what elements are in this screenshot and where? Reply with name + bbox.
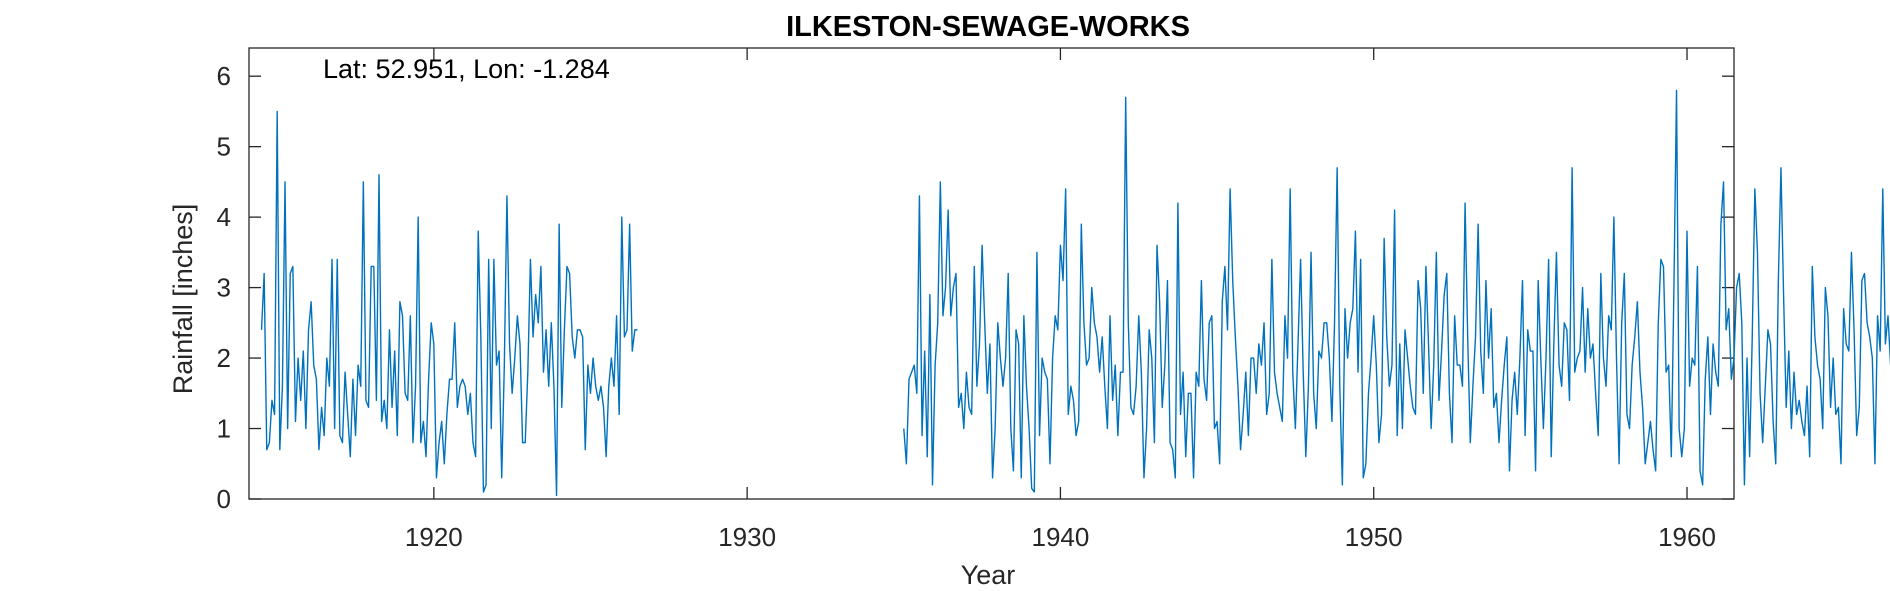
y-tick-label: 5 <box>217 132 231 162</box>
rainfall-series-line <box>903 89 1890 493</box>
y-tick-label: 3 <box>217 273 231 303</box>
y-axis-label: Rainfall [inches] <box>168 204 198 395</box>
chart-title: ILKESTON-SEWAGE-WORKS <box>786 11 1190 43</box>
x-tick-label: 1940 <box>1032 522 1090 552</box>
chart-annotation: Lat: 52.951, Lon: -1.284 <box>323 54 610 84</box>
x-tick-label: 1960 <box>1658 522 1716 552</box>
plot-box <box>248 47 1735 500</box>
y-tick-label: 2 <box>217 343 231 373</box>
x-tick-label: 1950 <box>1345 522 1403 552</box>
ticks-layer: 1920 1930 1940 1950 1960 0 1 2 3 4 5 6 <box>217 48 1734 552</box>
x-axis-label: Year <box>961 560 1016 590</box>
y-tick-label: 1 <box>217 414 231 444</box>
series-layer <box>260 89 1890 497</box>
y-tick-label: 0 <box>217 484 231 514</box>
rainfall-series-line <box>260 110 638 497</box>
y-tick-label: 4 <box>217 202 231 232</box>
x-tick-label: 1920 <box>405 522 463 552</box>
x-tick-label: 1930 <box>718 522 776 552</box>
axes-frame <box>248 47 1735 500</box>
y-tick-label: 6 <box>217 61 231 91</box>
